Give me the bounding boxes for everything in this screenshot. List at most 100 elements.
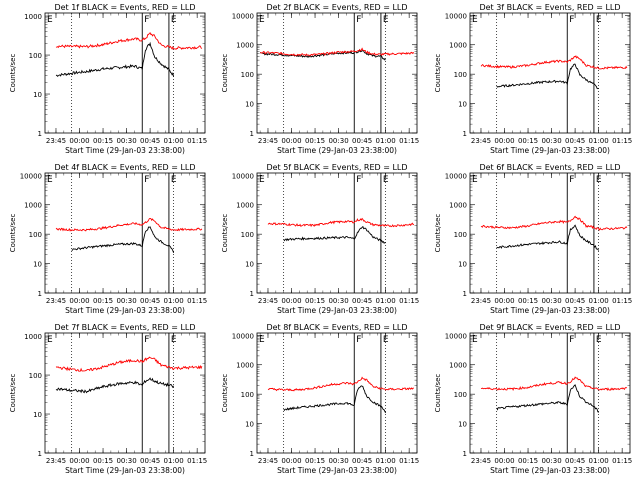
y-tick-label: 1 <box>38 290 42 298</box>
marker-label: E <box>472 335 478 345</box>
plot-frame <box>44 12 206 134</box>
x-axis-label: Start Time (29-Jan-03 23:38:00) <box>490 466 610 475</box>
marker-label: E <box>171 15 177 25</box>
chart-title: Det 7f BLACK = Events, RED = LLD <box>54 323 195 332</box>
series-line-events <box>496 63 599 90</box>
y-tick-label: 1000 <box>236 362 254 370</box>
marker-label: F <box>569 175 574 185</box>
chart-panel-1: Det 1f BLACK = Events, RED = LLD 1 10 100 10… <box>9 3 207 155</box>
y-axis-label: Counts/sec <box>221 214 229 253</box>
plot-frame <box>256 332 418 454</box>
x-tick-label: 00:15 <box>518 457 538 465</box>
series-line-events <box>71 226 175 254</box>
x-tick-label: 00:30 <box>328 297 348 305</box>
x-axis-label: Start Time (29-Jan-03 23:38:00) <box>490 306 610 315</box>
x-tick-label: 00:00 <box>69 457 89 465</box>
y-tick-label: 100 <box>29 231 42 239</box>
x-tick-label: 01:15 <box>399 297 419 305</box>
marker-label: E <box>171 175 177 185</box>
x-tick-label: 01:15 <box>187 137 207 145</box>
chart-title: Det 3f BLACK = Events, RED = LLD <box>479 3 620 12</box>
y-tick-label: 1000 <box>449 42 467 50</box>
y-tick-label: 1000 <box>236 42 254 50</box>
x-axis-label: Start Time (29-Jan-03 23:38:00) <box>277 466 397 475</box>
x-tick-label: 00:00 <box>281 137 301 145</box>
x-tick-label: 00:45 <box>565 137 585 145</box>
x-tick-label: 00:30 <box>541 457 561 465</box>
x-tick-label: 23:45 <box>258 137 278 145</box>
chart-title: Det 9f BLACK = Events, RED = LLD <box>479 323 620 332</box>
y-tick-label: 10000 <box>445 172 467 180</box>
x-tick-label: 01:00 <box>164 457 184 465</box>
marker-label: E <box>383 175 389 185</box>
y-tick-label: 100 <box>241 391 254 399</box>
chart-panel-2: Det 2f BLACK = Events, RED = LLD 1 10 100 10… <box>221 3 419 155</box>
y-tick-label: 10 <box>458 101 467 109</box>
marker-label: E <box>259 335 265 345</box>
series-line-events <box>496 384 599 413</box>
series-line-events <box>496 224 599 251</box>
series-line-events <box>283 225 386 244</box>
marker-label: E <box>171 335 177 345</box>
x-tick-label: 00:45 <box>140 297 160 305</box>
x-tick-label: 01:15 <box>612 457 632 465</box>
series-line-events <box>259 48 386 61</box>
chart-panel-4: Det 4f BLACK = Events, RED = LLD 1 10 100 10… <box>9 163 207 315</box>
y-tick-label: 1 <box>250 130 254 138</box>
series-line-lld <box>55 32 203 51</box>
x-tick-label: 00:30 <box>328 137 348 145</box>
x-axis-label: Start Time (29-Jan-03 23:38:00) <box>277 146 397 155</box>
marker-label: F <box>569 335 574 345</box>
x-tick-label: 01:00 <box>164 297 184 305</box>
plot-frame <box>256 172 418 294</box>
x-tick-label: 23:45 <box>46 457 66 465</box>
marker-label: F <box>144 15 149 25</box>
y-tick-label: 100 <box>241 231 254 239</box>
y-axis-label: Counts/sec <box>221 374 229 413</box>
marker-label: E <box>383 15 389 25</box>
series-line-events <box>283 385 387 414</box>
marker-label: E <box>47 175 53 185</box>
x-tick-label: 00:30 <box>116 137 136 145</box>
x-tick-label: 00:00 <box>494 457 514 465</box>
x-tick-label: 01:15 <box>187 297 207 305</box>
y-axis-label: Counts/sec <box>221 54 229 93</box>
x-axis-label: Start Time (29-Jan-03 23:38:00) <box>65 306 185 315</box>
y-tick-label: 10000 <box>232 172 254 180</box>
y-tick-label: 10 <box>245 421 254 429</box>
x-tick-label: 00:45 <box>352 297 372 305</box>
series-line-lld <box>267 376 414 392</box>
x-tick-label: 01:00 <box>164 137 184 145</box>
chart-title: Det 1f BLACK = Events, RED = LLD <box>54 3 195 12</box>
y-tick-label: 10 <box>245 261 254 269</box>
x-tick-label: 00:30 <box>541 297 561 305</box>
marker-label: F <box>144 175 149 185</box>
y-axis-label: Counts/sec <box>434 214 442 253</box>
x-tick-label: 00:30 <box>541 137 561 145</box>
series-line-lld <box>267 217 415 228</box>
y-tick-label: 10 <box>33 91 42 99</box>
x-tick-label: 00:15 <box>518 137 538 145</box>
x-tick-label: 00:00 <box>69 137 89 145</box>
y-tick-label: 100 <box>454 391 467 399</box>
y-tick-label: 1 <box>463 450 467 458</box>
y-tick-label: 10 <box>33 411 42 419</box>
marker-label: E <box>596 335 602 345</box>
x-tick-label: 01:00 <box>376 457 396 465</box>
x-tick-label: 00:45 <box>565 297 585 305</box>
y-tick-label: 10 <box>458 261 467 269</box>
x-tick-label: 00:45 <box>352 137 372 145</box>
x-tick-label: 00:15 <box>305 137 325 145</box>
x-tick-label: 01:00 <box>589 457 609 465</box>
y-axis-label: Counts/sec <box>434 374 442 413</box>
y-tick-label: 100 <box>29 372 42 380</box>
x-tick-label: 00:15 <box>305 457 325 465</box>
x-tick-label: 01:00 <box>376 137 396 145</box>
series-line-lld <box>480 376 628 392</box>
series-line-lld <box>480 55 628 70</box>
chart-title: Det 8f BLACK = Events, RED = LLD <box>266 323 407 332</box>
plot-frame <box>469 12 631 134</box>
x-tick-label: 00:30 <box>116 457 136 465</box>
y-tick-label: 1 <box>250 290 254 298</box>
